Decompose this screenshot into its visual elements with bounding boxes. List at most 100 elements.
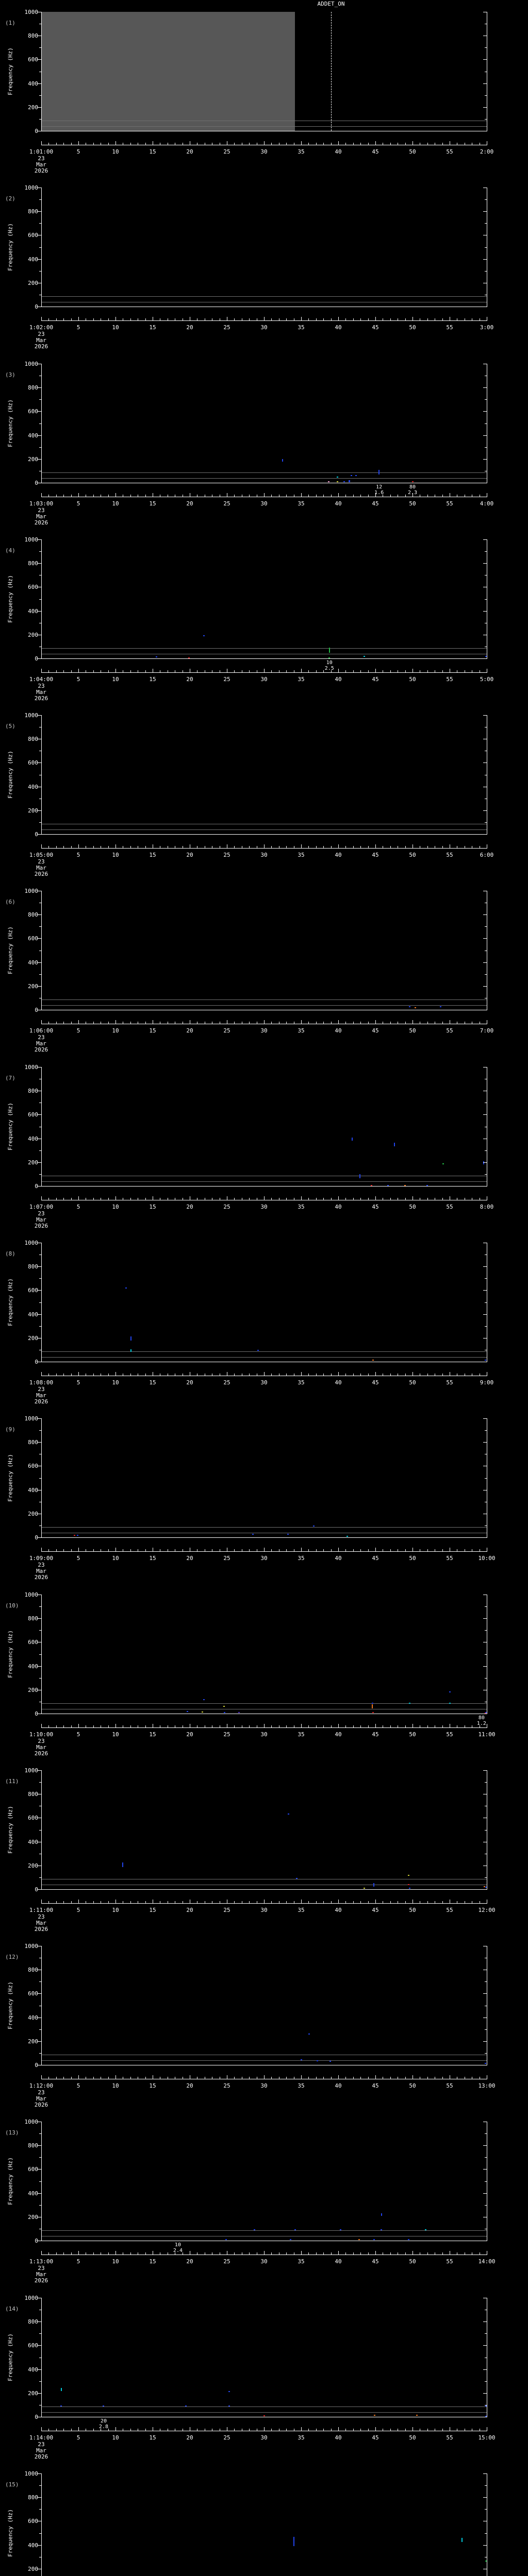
x-tick [271, 1022, 272, 1024]
y-tick-right [485, 1829, 487, 1831]
y-tick-label: 200 [28, 2038, 38, 2045]
x-minute-label: 15 [149, 324, 156, 331]
x-tick [316, 1725, 317, 1727]
x-tick [338, 1548, 339, 1551]
x-minute-label: 40 [335, 148, 342, 155]
plot-area [41, 1067, 487, 1186]
noise-line [41, 296, 487, 297]
x-tick [375, 2251, 376, 2255]
y-tick-label: 1000 [24, 888, 39, 894]
x-tick [145, 1374, 146, 1376]
x-tick [71, 2429, 72, 2431]
detection-mark [408, 1875, 410, 1876]
detection-mark [263, 2415, 265, 2417]
x-minute-label: 45 [372, 676, 379, 683]
detection-mark [293, 2536, 294, 2546]
x-minute-label: 15 [149, 148, 156, 155]
detection-mark [485, 1711, 487, 1713]
x-tick [301, 317, 302, 320]
y-tick-right [483, 986, 487, 987]
detection-mark [352, 1137, 353, 1141]
y-tick-right [485, 2053, 487, 2054]
x-tick [63, 495, 64, 497]
x-tick [427, 1549, 428, 1551]
x-tick [71, 2252, 72, 2255]
noise-line [41, 1703, 487, 1704]
x-tick [301, 1020, 302, 1024]
x-minute-label: 50 [409, 2258, 416, 2265]
x-tick [405, 1725, 406, 1727]
x-minute-label: 30 [260, 2082, 268, 2089]
x-tick [368, 2252, 369, 2255]
x-axis-date-line: 23 [38, 1034, 45, 1041]
x-tick [78, 669, 79, 672]
x-tick [234, 1549, 235, 1551]
x-tick [368, 670, 369, 672]
x-tick [78, 1020, 79, 1024]
x-tick [375, 2075, 376, 2079]
x-tick [271, 1198, 272, 1200]
x-axis-date-line: 2026 [34, 2102, 48, 2108]
x-end-time-label: 10:00 [478, 1555, 496, 1562]
y-tick-right [485, 822, 487, 823]
y-tick [39, 2381, 41, 2382]
y-tick-right [483, 411, 487, 412]
y-tick [39, 1677, 41, 1679]
y-tick [38, 211, 41, 212]
x-tick [368, 846, 369, 848]
x-tick [412, 317, 413, 320]
x-tick [323, 1725, 324, 1727]
x-tick [375, 317, 376, 320]
x-tick [56, 1549, 57, 1551]
detection-mark [328, 657, 331, 658]
x-tick [130, 2077, 131, 2079]
noise-line [41, 1005, 487, 1006]
y-axis-line [41, 891, 42, 1010]
y-tick [38, 986, 41, 987]
x-tick [145, 2252, 146, 2255]
y-tick [38, 2393, 41, 2394]
x-tick [390, 318, 391, 320]
x-tick [405, 1022, 406, 1024]
x-minute-label: 30 [260, 2434, 268, 2441]
y-tick-right [483, 2169, 487, 2170]
y-tick [38, 1162, 41, 1163]
y-axis-title: Frequency (Hz) [7, 2157, 14, 2205]
x-tick [41, 493, 42, 497]
y-tick-label: 400 [28, 1838, 38, 1845]
x-tick [368, 1374, 369, 1376]
x-minute-label: 40 [335, 1204, 342, 1210]
x-tick [108, 1022, 109, 1024]
x-tick [108, 2252, 109, 2255]
x-tick [71, 1022, 72, 1024]
x-tick [442, 670, 443, 672]
y-tick [39, 399, 41, 400]
x-tick [427, 670, 428, 672]
y-tick-label: 0 [35, 1886, 38, 1893]
x-tick [108, 1198, 109, 1200]
y-tick-right [485, 95, 487, 96]
y-tick-label: 1000 [24, 536, 39, 543]
y-tick-right [483, 387, 487, 388]
x-axis-date-line: 23 [38, 155, 45, 162]
x-minute-label: 45 [372, 1555, 379, 1562]
x-tick [249, 143, 250, 145]
y-tick-label: 600 [28, 1287, 38, 1294]
y-tick [38, 459, 41, 460]
detection-mark [381, 2229, 383, 2230]
x-tick [264, 493, 265, 497]
y-tick-right [483, 1266, 487, 1267]
plot-area [41, 1243, 487, 1362]
y-tick-label: 800 [28, 736, 38, 743]
noise-line [41, 2060, 487, 2061]
y-tick [39, 2133, 41, 2134]
x-minute-label: 40 [335, 2258, 342, 2265]
x-minute-label: 50 [409, 148, 416, 155]
x-tick [286, 318, 287, 320]
x-tick [41, 1372, 42, 1376]
x-tick [375, 493, 376, 497]
x-start-time-label: 1:12:00 [29, 2082, 54, 2089]
x-axis-date-line: Mar [36, 161, 46, 168]
detection-mark [328, 647, 330, 653]
x-minute-label: 20 [186, 676, 193, 683]
